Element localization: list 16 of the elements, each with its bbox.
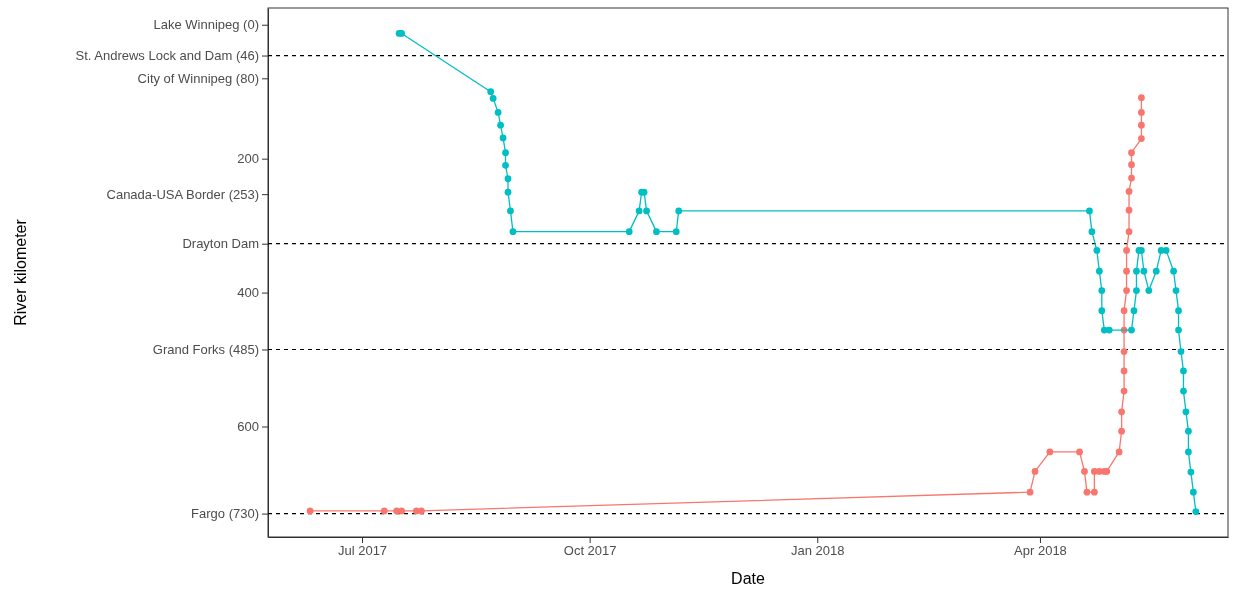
y-tick-label: 600 [237, 419, 259, 435]
y-tick-label: Canada-USA Border (253) [106, 186, 259, 202]
y-tick-label: 400 [237, 285, 259, 301]
y-tick-label: Lake Winnipeg (0) [153, 17, 259, 33]
x-tick-label: Apr 2018 [1014, 543, 1067, 559]
y-tick-label: St. Andrews Lock and Dam (46) [75, 48, 259, 64]
y-tick-label: Fargo (730) [191, 506, 259, 522]
x-axis-title: Date [731, 570, 765, 587]
y-axis-title: River kilometer [12, 218, 29, 326]
y-tick-label: City of Winnipeg (80) [137, 70, 259, 86]
y-tick-label: Drayton Dam [182, 236, 259, 252]
y-tick-label: Grand Forks (485) [152, 342, 259, 358]
x-tick-label: Jul 2017 [337, 543, 388, 559]
y-tick-label: 200 [237, 151, 259, 167]
x-tick-label: Jan 2018 [791, 543, 845, 559]
x-tick-label: Oct 2017 [563, 543, 617, 559]
